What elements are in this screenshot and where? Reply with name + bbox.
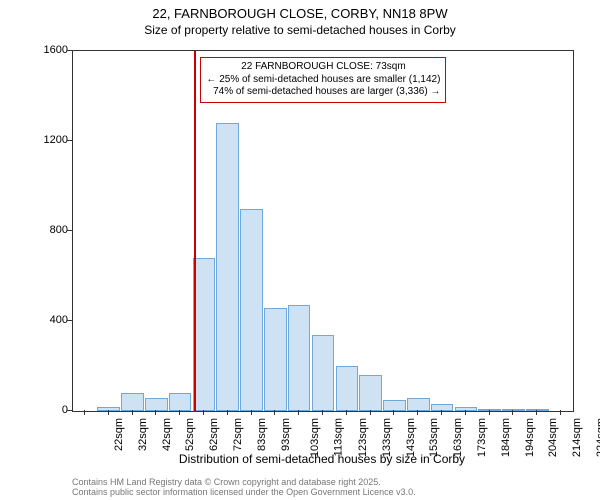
y-tick: [67, 320, 72, 321]
y-tick: [67, 410, 72, 411]
histogram-bar: [359, 375, 382, 411]
x-tick: [417, 410, 418, 415]
x-tick-label: 22sqm: [113, 418, 125, 451]
x-tick: [370, 410, 371, 415]
histogram-bar: [240, 209, 263, 412]
y-tick-label: 1200: [44, 134, 68, 146]
chart-title: 22, FARNBOROUGH CLOSE, CORBY, NN18 8PW: [0, 0, 600, 21]
x-tick: [322, 410, 323, 415]
x-tick-label: 42sqm: [161, 418, 173, 451]
y-tick-label: 800: [50, 224, 68, 236]
x-tick-label: 173sqm: [476, 418, 488, 457]
y-tick-label: 1600: [44, 44, 68, 56]
x-tick-label: 204sqm: [548, 418, 560, 457]
x-tick-label: 93sqm: [280, 418, 292, 451]
histogram-bar: [288, 305, 311, 411]
x-axis-label: Distribution of semi-detached houses by …: [72, 452, 572, 466]
x-tick-label: 32sqm: [137, 418, 149, 451]
x-tick: [489, 410, 490, 415]
x-tick: [84, 410, 85, 415]
x-tick: [179, 410, 180, 415]
histogram-bar: [145, 398, 168, 412]
y-tick: [67, 140, 72, 141]
histogram-bar: [169, 393, 192, 411]
footer-line-2: Contains public sector information licen…: [72, 488, 416, 498]
x-tick: [346, 410, 347, 415]
annotation-box: 22 FARNBOROUGH CLOSE: 73sqm ← 25% of sem…: [200, 57, 446, 103]
x-tick-label: 214sqm: [571, 418, 583, 457]
x-tick: [298, 410, 299, 415]
footer-attribution: Contains HM Land Registry data © Crown c…: [72, 478, 416, 498]
x-tick: [155, 410, 156, 415]
x-tick-label: 103sqm: [310, 418, 322, 457]
annotation-line-1: 22 FARNBOROUGH CLOSE: 73sqm: [206, 61, 440, 74]
x-tick-label: 72sqm: [232, 418, 244, 451]
histogram-bar: [216, 123, 239, 411]
x-tick: [203, 410, 204, 415]
x-tick-label: 113sqm: [333, 418, 345, 456]
annotation-line-3: 74% of semi-detached houses are larger (…: [206, 86, 440, 99]
histogram-bar: [455, 407, 478, 412]
plot-area: 22 FARNBOROUGH CLOSE: 73sqm ← 25% of sem…: [72, 50, 574, 412]
x-tick-label: 224sqm: [595, 418, 600, 457]
histogram-bar: [121, 393, 144, 411]
x-tick-label: 62sqm: [208, 418, 220, 451]
x-tick-label: 184sqm: [500, 418, 512, 457]
x-tick-label: 153sqm: [429, 418, 441, 457]
x-tick-label: 83sqm: [256, 418, 268, 451]
histogram-bar: [264, 308, 287, 412]
x-tick: [393, 410, 394, 415]
histogram-bar: [336, 366, 359, 411]
x-tick: [560, 410, 561, 415]
x-tick: [512, 410, 513, 415]
x-tick-label: 52sqm: [184, 418, 196, 451]
x-tick-label: 143sqm: [405, 418, 417, 457]
x-tick: [274, 410, 275, 415]
y-tick: [67, 230, 72, 231]
x-tick: [108, 410, 109, 415]
x-tick-label: 133sqm: [381, 418, 393, 457]
x-tick: [227, 410, 228, 415]
x-tick: [441, 410, 442, 415]
x-tick-label: 194sqm: [524, 418, 536, 457]
chart-subtitle: Size of property relative to semi-detach…: [0, 21, 600, 37]
x-tick-label: 163sqm: [452, 418, 464, 457]
x-tick: [536, 410, 537, 415]
x-tick: [132, 410, 133, 415]
x-tick: [251, 410, 252, 415]
annotation-line-2: ← 25% of semi-detached houses are smalle…: [206, 74, 440, 87]
chart-container: 22, FARNBOROUGH CLOSE, CORBY, NN18 8PW S…: [0, 0, 600, 500]
histogram-bar: [312, 335, 335, 412]
y-tick: [67, 50, 72, 51]
reference-line: [194, 51, 196, 411]
x-tick-label: 123sqm: [357, 418, 369, 457]
y-tick-label: 400: [50, 314, 68, 326]
histogram-bar: [407, 398, 430, 412]
x-tick: [465, 410, 466, 415]
